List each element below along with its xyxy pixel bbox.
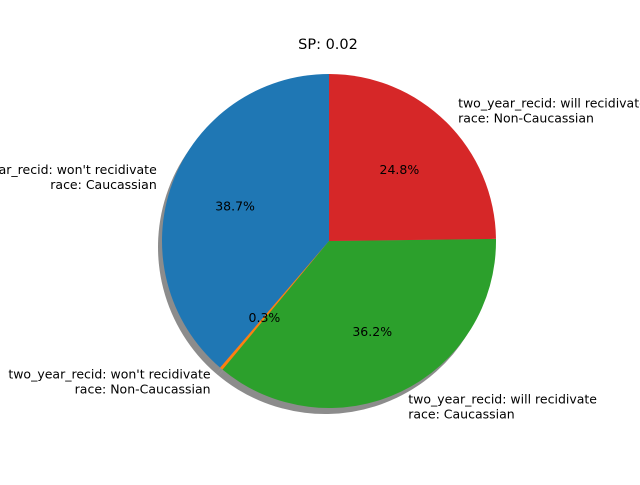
pie-slice-0 xyxy=(161,74,329,368)
slice-label-0-line-1: race: Caucassian xyxy=(50,177,156,192)
slice-label-2: two_year_recid: will recidivate race: Cau… xyxy=(408,392,597,422)
slice-label-1-line-1: race: Non-Caucassian xyxy=(75,381,211,396)
slice-label-1: two_year_recid: won't recidivate race: No… xyxy=(8,366,211,396)
pie-slice-3 xyxy=(329,74,496,241)
pie-slice-1 xyxy=(220,241,329,370)
slice-label-3-line-0: two_year_recid: will recidivate xyxy=(458,95,640,110)
chart-title: SP: 0.02 xyxy=(298,37,358,53)
pie-slices xyxy=(161,74,497,409)
slice-label-0-line-0: two_year_recid: won't recidivate xyxy=(0,162,157,177)
percent-label-0: 38.7% xyxy=(215,199,255,214)
percent-label-1: 0.3% xyxy=(249,310,281,325)
percent-label-3: 24.8% xyxy=(380,162,420,177)
percent-labels: 38.7% 0.3% 36.2% 24.8% xyxy=(215,162,419,339)
slice-label-2-line-1: race: Caucassian xyxy=(408,407,514,422)
slice-label-2-line-0: two_year_recid: will recidivate xyxy=(408,392,597,407)
pie-slice-2 xyxy=(222,238,497,409)
percent-label-2: 36.2% xyxy=(352,324,392,339)
slice-label-1-line-0: two_year_recid: won't recidivate xyxy=(8,366,211,381)
slice-label-3-line-1: race: Non-Caucassian xyxy=(458,110,594,125)
slice-label-3: two_year_recid: will recidivate race: Non… xyxy=(458,95,640,125)
